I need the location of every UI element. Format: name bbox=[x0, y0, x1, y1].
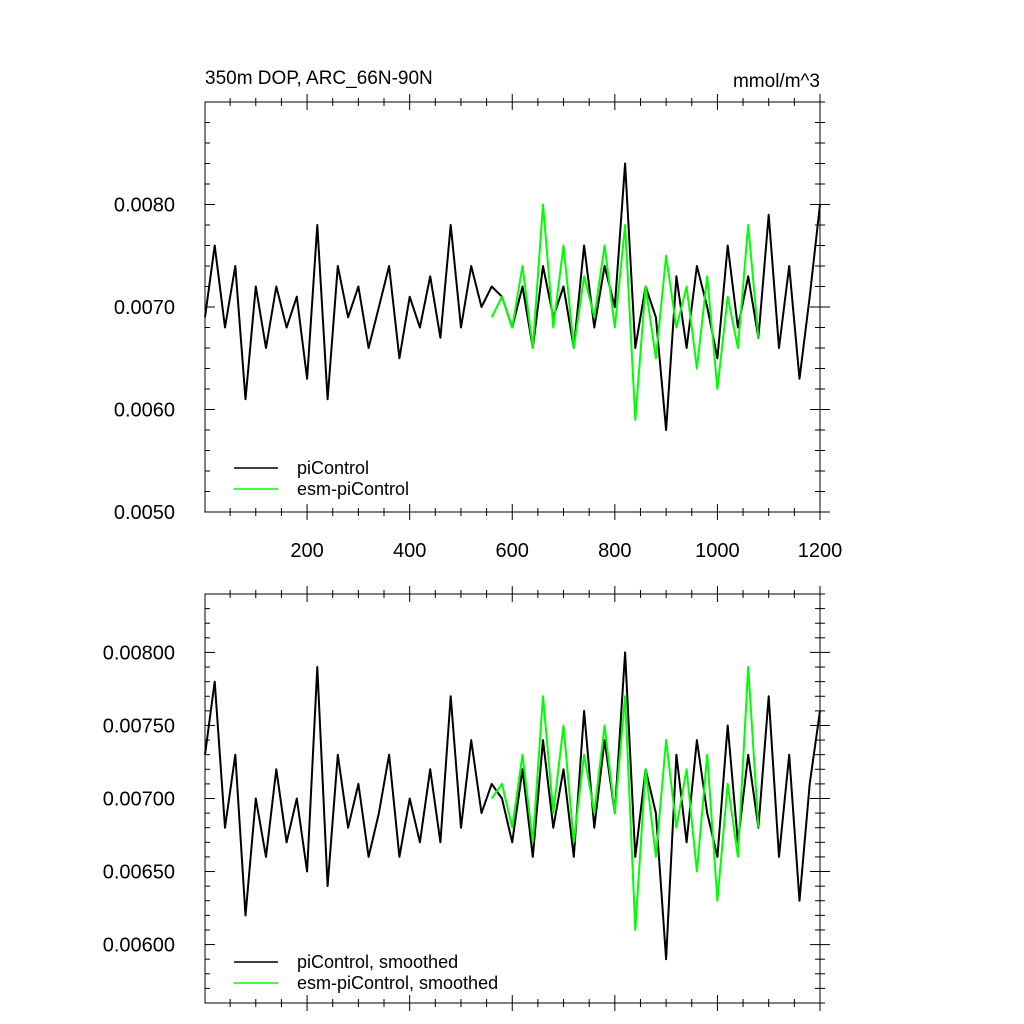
legend-label: esm-piControl, smoothed bbox=[297, 973, 498, 993]
x-tick-label: 200 bbox=[290, 540, 323, 562]
y-tick-label: 0.00700 bbox=[103, 789, 175, 811]
y-tick-label: 0.0060 bbox=[114, 400, 175, 422]
series-line bbox=[204, 651, 821, 961]
units-label: mmol/m^3 bbox=[733, 71, 820, 92]
series-line bbox=[490, 666, 760, 931]
chart-title: 350m DOP, ARC_66N-90N bbox=[205, 68, 433, 89]
x-tick-label: 400 bbox=[393, 540, 426, 562]
x-tick-label: 1000 bbox=[695, 540, 740, 562]
y-tick-label: 0.0070 bbox=[114, 297, 175, 319]
y-tick-label: 0.0080 bbox=[114, 195, 175, 217]
x-tick-label: 1200 bbox=[798, 540, 843, 562]
legend-label: esm-piControl bbox=[297, 479, 409, 499]
bottom-panel: 0.00600 0.00650 0.00700 0.00750 0.00800 piCon… bbox=[103, 586, 830, 1011]
y-tick-label: 0.00650 bbox=[103, 862, 175, 884]
y-tick-label: 0.00750 bbox=[103, 715, 175, 737]
series-line bbox=[490, 203, 760, 421]
y-tick-label: 0.00800 bbox=[103, 642, 175, 664]
y-tick-label: 0.00600 bbox=[103, 935, 175, 957]
legend-label: piControl, smoothed bbox=[297, 952, 458, 972]
legend-label: piControl bbox=[297, 458, 369, 478]
x-tick-label: 600 bbox=[496, 540, 529, 562]
top-panel: 350m DOP, ARC_66N-90N mmol/m^3 0.0050 0.0… bbox=[114, 68, 842, 562]
y-tick-label: 0.0050 bbox=[114, 502, 175, 524]
x-tick-label: 800 bbox=[598, 540, 631, 562]
